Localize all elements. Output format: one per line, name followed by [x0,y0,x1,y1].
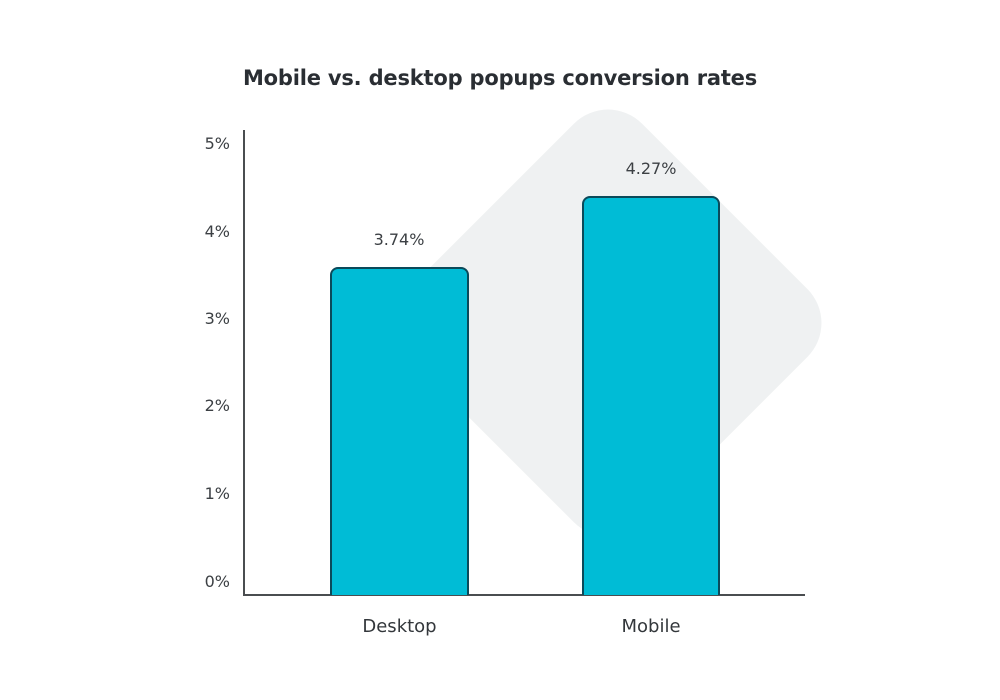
bar-desktop [330,267,469,595]
bar-value-label-desktop: 3.74% [373,230,425,249]
y-tick-3: 3% [204,309,230,328]
y-tick-5: 5% [204,134,230,153]
y-tick-0: 0% [204,572,230,591]
chart-title: Mobile vs. desktop popups conversion rat… [242,66,758,90]
x-category-mobile: Mobile [621,616,681,637]
bar-mobile [582,196,720,595]
y-tick-4: 4% [204,222,230,241]
x-category-desktop: Desktop [362,616,437,637]
bar-value-label-mobile: 4.27% [625,159,677,178]
x-axis [243,594,805,596]
y-axis [243,130,245,596]
y-tick-1: 1% [204,484,230,503]
y-tick-2: 2% [204,396,230,415]
